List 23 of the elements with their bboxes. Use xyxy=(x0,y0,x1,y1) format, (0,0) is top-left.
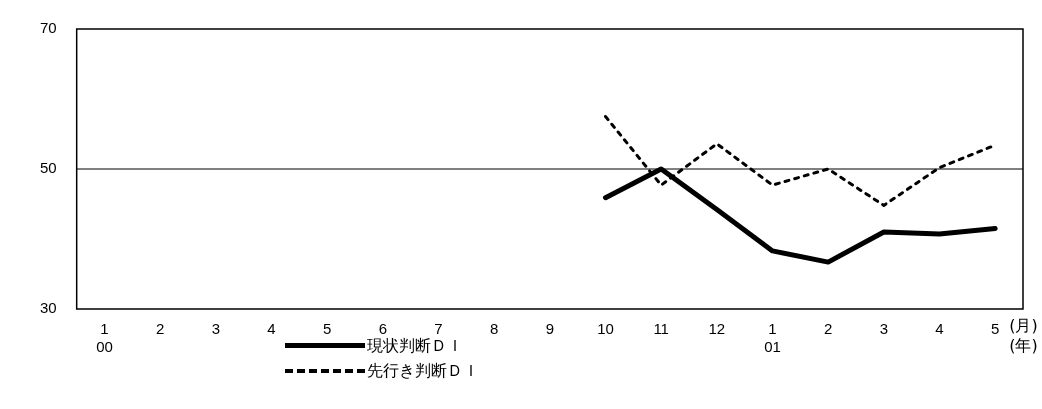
x-tick-label: 2 xyxy=(824,320,833,338)
x-tick-label: 2 xyxy=(156,320,165,338)
x-tick-label: 7 xyxy=(434,320,443,338)
y-tick-label: 50 xyxy=(40,159,57,177)
y-tick-label: 30 xyxy=(40,299,57,317)
x-tick-label: 6 xyxy=(378,320,388,338)
x-tick-label: 4 xyxy=(267,320,276,338)
x-tick-label: 11 xyxy=(653,320,669,338)
x-tick-label: 3 xyxy=(211,320,221,338)
x-tick-label: 12 xyxy=(708,320,726,338)
legend-label: 先行き判断ＤＩ xyxy=(367,360,479,382)
legend-label: 現状判断ＤＩ xyxy=(367,335,463,357)
x-axis-title: (月) (年) xyxy=(1009,316,1038,356)
x-tick-label: 5 xyxy=(991,320,1000,338)
x-tick-label: 8 xyxy=(490,320,499,338)
y-tick-label: 70 xyxy=(40,19,57,37)
x-tick-label: 1 01 xyxy=(764,320,781,356)
x-tick-label: 5 xyxy=(323,320,332,338)
x-tick-label: 10 xyxy=(597,320,614,338)
x-tick-label: 1 00 xyxy=(96,320,113,356)
x-tick-label: 3 xyxy=(879,320,889,338)
x-tick-label: 4 xyxy=(935,320,944,338)
x-tick-label: 9 xyxy=(545,320,555,338)
